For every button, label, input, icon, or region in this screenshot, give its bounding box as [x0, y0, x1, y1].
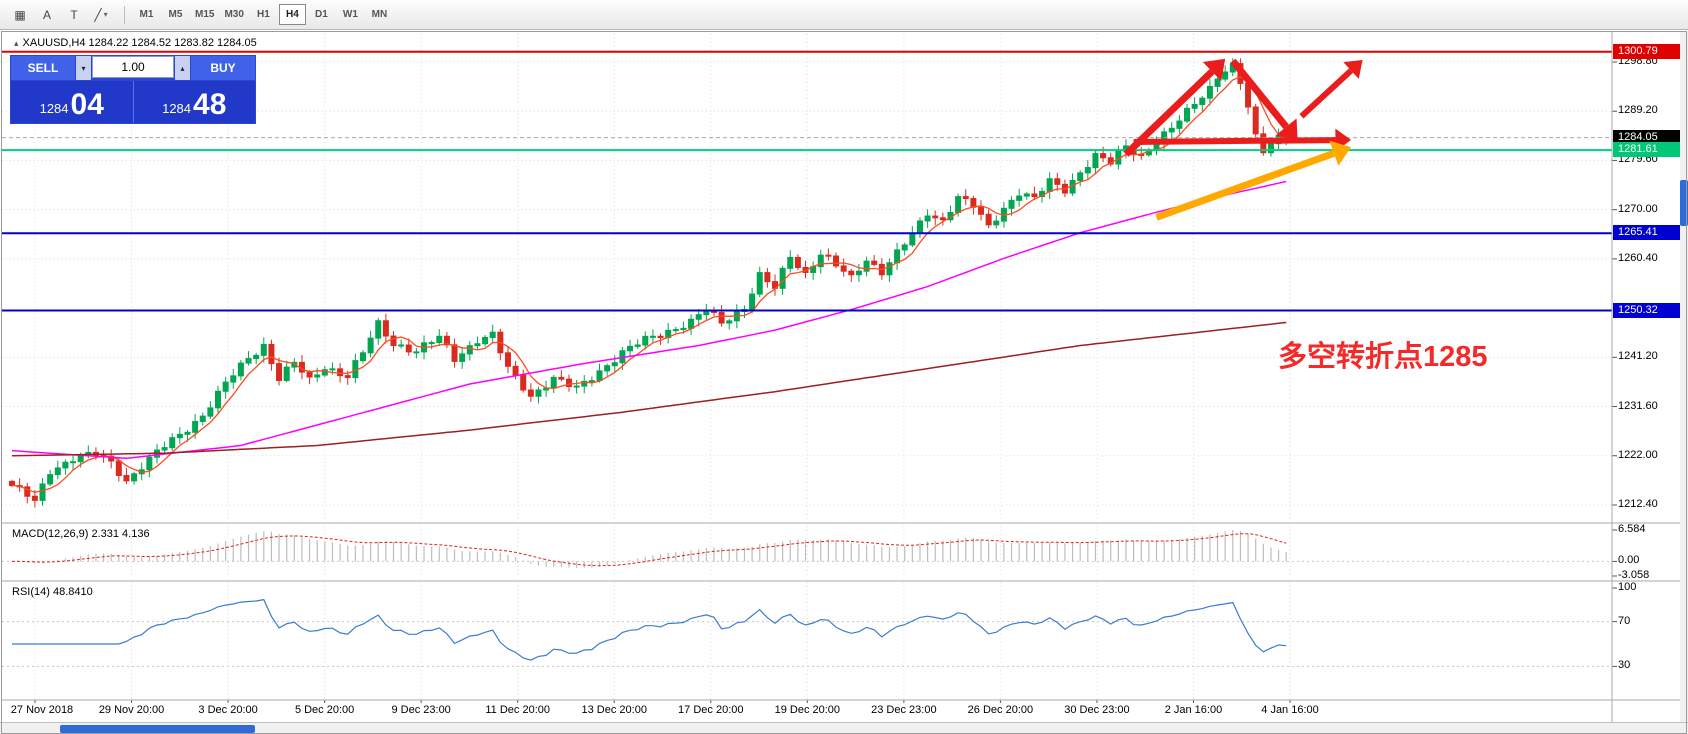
- price-badge: 1284.05: [1613, 129, 1683, 145]
- rsi-indicator-label: RSI(14) 48.8410: [12, 586, 93, 598]
- time-axis-label: 29 Nov 20:00: [98, 704, 165, 716]
- time-axis-label: 4 Jan 16:00: [1261, 704, 1319, 716]
- lot-size-input[interactable]: [92, 56, 174, 78]
- time-axis-label: 26 Dec 20:00: [967, 704, 1034, 716]
- time-axis-label: 23 Dec 23:00: [871, 704, 937, 716]
- rsi-scale-label: 30: [1618, 659, 1631, 672]
- time-axis-label: 5 Dec 20:00: [294, 704, 355, 716]
- price-badge: 1281.61: [1613, 142, 1683, 158]
- time-axis-label: 2 Jan 16:00: [1164, 704, 1223, 716]
- price-badge: 1250.32: [1613, 302, 1683, 318]
- timeframe-button-W1[interactable]: W1: [337, 4, 364, 25]
- lot-increase-button[interactable]: ▴: [175, 56, 190, 80]
- price-tick-label: 1222.00: [1618, 448, 1658, 461]
- drawn-arrows[interactable]: [1123, 58, 1363, 221]
- trade-panel-controls: SELL ▾ ▴ BUY: [11, 56, 255, 80]
- chart-title-text: XAUUSD,H4 1284.22 1284.52 1283.82 1284.0…: [22, 37, 257, 49]
- timeframe-button-H1[interactable]: H1: [250, 4, 277, 25]
- pullback-down-arrow: [1230, 58, 1289, 130]
- bid-main: 1284: [39, 101, 69, 116]
- horizontal-scrollbar-thumb[interactable]: [60, 725, 255, 733]
- price-tick-label: 1260.40: [1618, 251, 1658, 264]
- sideways-arrow: [1133, 137, 1336, 145]
- time-axis-label: 19 Dec 20:00: [774, 704, 841, 716]
- macd-indicator-label: MACD(12,26,9) 2.331 4.136: [12, 528, 150, 540]
- sell-button[interactable]: SELL: [11, 56, 75, 80]
- toolbar: ▦ A T ╱ ▾ M1 M5 M15 M30 H1 H4 D1 W1 MN: [0, 0, 1688, 30]
- breakout-up-arrow: [1299, 68, 1354, 119]
- ask-price[interactable]: 1284 48: [133, 81, 255, 123]
- horizontal-scrollbar[interactable]: [0, 722, 1688, 734]
- price-tick-label: 1241.20: [1618, 350, 1658, 363]
- timeframe-group: M1 M5 M15 M30 H1 H4 D1 W1 MN: [133, 4, 395, 25]
- vertical-scrollbar[interactable]: [1680, 32, 1688, 722]
- buy-button[interactable]: BUY: [191, 56, 255, 80]
- text-tool-icon[interactable]: A: [42, 7, 51, 22]
- price-tick-label: 1212.40: [1618, 497, 1658, 510]
- bid-price[interactable]: 1284 04: [11, 81, 133, 123]
- time-axis-label: 27 Nov 2018: [10, 704, 74, 716]
- timeframe-button-M1[interactable]: M1: [133, 4, 160, 25]
- time-axis-label: 13 Dec 20:00: [581, 704, 647, 716]
- price-tick-label: 1289.20: [1618, 104, 1658, 117]
- macd-scale-label: -3.058: [1618, 568, 1650, 581]
- price-badge: 1300.79: [1613, 43, 1683, 59]
- time-axis-label: 30 Dec 23:00: [1064, 704, 1130, 716]
- price-badge: 1265.41: [1613, 225, 1683, 241]
- time-axis-label: 3 Dec 20:00: [198, 704, 258, 716]
- price-divider: [132, 81, 134, 123]
- chart-title: ▴ XAUUSD,H4 1284.22 1284.52 1283.82 1284.…: [14, 37, 257, 49]
- timeframe-button-M30[interactable]: M30: [220, 4, 247, 25]
- chart-annotation[interactable]: 多空转折点1285: [1278, 341, 1488, 373]
- timeframe-button-MN[interactable]: MN: [366, 4, 393, 25]
- timeframe-button-D1[interactable]: D1: [308, 4, 335, 25]
- price-tick-label: 1231.60: [1618, 399, 1658, 412]
- time-axis-label: 9 Dec 23:00: [391, 704, 451, 716]
- line-glyph: ╱: [94, 7, 102, 22]
- bid-pips: 04: [70, 88, 104, 121]
- timeframe-button-M5[interactable]: M5: [162, 4, 189, 25]
- macd-scale-label: 0.00: [1618, 554, 1640, 567]
- support-trend-arrow: [1155, 149, 1336, 221]
- timeframe-button-M15[interactable]: M15: [191, 4, 218, 25]
- toolbar-separator: [124, 5, 125, 24]
- trade-panel-prices: 1284 04 1284 48: [11, 81, 255, 123]
- dropdown-caret-icon: ▾: [103, 10, 108, 19]
- price-tick-label: 1270.00: [1618, 202, 1658, 215]
- text-frame-tool-icon[interactable]: T: [70, 7, 78, 22]
- title-marker-icon: ▴: [14, 38, 19, 48]
- lot-decrease-button[interactable]: ▾: [76, 56, 91, 80]
- time-axis-label: 17 Dec 20:00: [678, 704, 744, 716]
- ask-pips: 48: [193, 88, 227, 121]
- grid-icon[interactable]: ▦: [14, 7, 26, 22]
- macd-scale-label: 6.584: [1618, 522, 1646, 535]
- vertical-scrollbar-thumb[interactable]: [1680, 180, 1688, 226]
- rsi-scale-label: 100: [1618, 581, 1637, 593]
- timeframe-button-H4[interactable]: H4: [278, 4, 306, 25]
- line-tool-icon[interactable]: ╱ ▾: [89, 4, 113, 26]
- rsi-scale-label: 70: [1618, 614, 1631, 627]
- ask-main: 1284: [162, 101, 192, 116]
- time-axis-label: 11 Dec 20:00: [485, 704, 550, 716]
